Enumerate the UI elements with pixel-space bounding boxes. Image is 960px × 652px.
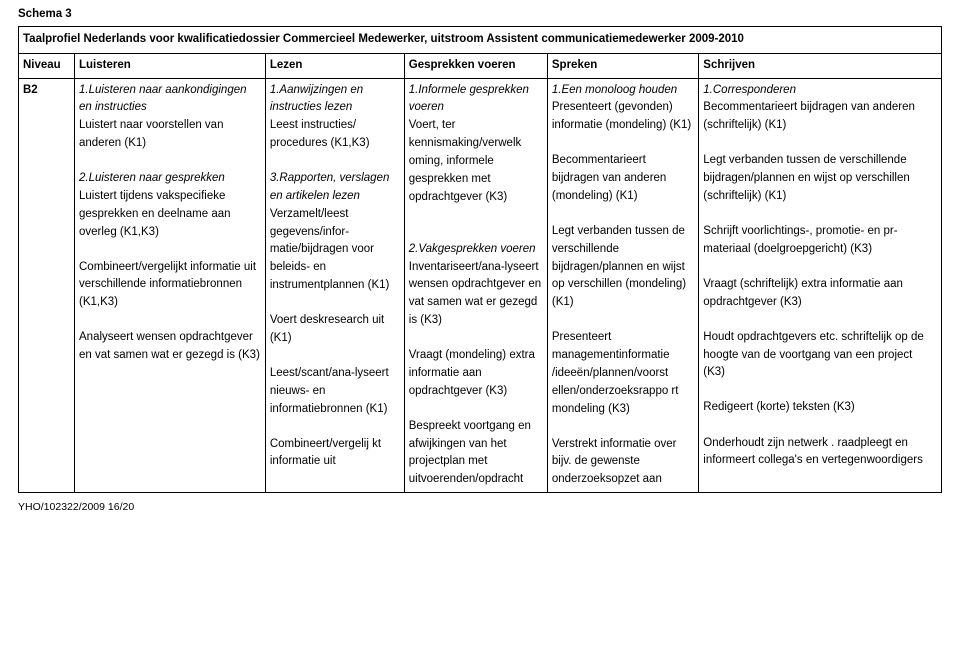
cell-gesprekken: 1.Informele gesprekken voeren Voert, ter… xyxy=(404,78,547,492)
luisteren-topic-2-body-3: Analyseert wensen opdrachtgever en vat s… xyxy=(79,329,261,365)
lezen-topic-3-body-4: Combineert/vergelij kt informatie uit xyxy=(270,436,400,472)
lezen-topic-1-title: 1.Aanwijzingen en instructies lezen xyxy=(270,82,400,118)
schrijven-topic-1-body-2: Legt verbanden tussen de verschillende b… xyxy=(703,152,937,205)
table-header-row: Niveau Luisteren Lezen Gesprekken voeren… xyxy=(19,53,942,78)
luisteren-topic-2-body-2: Combineert/vergelijkt informatie uit ver… xyxy=(79,259,261,312)
gesprekken-topic-2-body-2: Vraagt (mondeling) extra informatie aan … xyxy=(409,347,543,400)
luisteren-topic-2-body-1: Luistert tijdens vakspecifieke gesprekke… xyxy=(79,188,261,241)
cell-luisteren: 1.Luisteren naar aankondigingen en instr… xyxy=(75,78,266,492)
schema-title: Schema 3 xyxy=(18,8,942,20)
luisteren-topic-1-title: 1.Luisteren naar aankondigingen en instr… xyxy=(79,82,261,118)
lezen-topic-1-body: Leest instructies/ procedures (K1,K3) xyxy=(270,117,400,153)
cell-spreken: 1.Een monoloog houden Presenteert (gevon… xyxy=(547,78,698,492)
schrijven-topic-1-body-3: Schrijft voorlichtings-, promotie- en pr… xyxy=(703,223,937,259)
table-row: B2 1.Luisteren naar aankondigingen en in… xyxy=(19,78,942,492)
col-header-gesprekken: Gesprekken voeren xyxy=(404,53,547,78)
gesprekken-topic-2-body-3: Bespreekt voortgang en afwijkingen van h… xyxy=(409,418,543,489)
lezen-topic-3-body-1: Verzamelt/leest gegevens/infor-matie/bij… xyxy=(270,206,400,295)
luisteren-topic-2-title: 2.Luisteren naar gesprekken xyxy=(79,170,261,188)
gesprekken-topic-1-body: Voert, ter kennismaking/verwelk oming, i… xyxy=(409,117,543,206)
table-caption-row: Taalprofiel Nederlands voor kwalificatie… xyxy=(19,27,942,54)
table-caption: Taalprofiel Nederlands voor kwalificatie… xyxy=(19,27,942,54)
spreken-topic-1-body-4: Presenteert managementinformatie /ideeën… xyxy=(552,329,694,418)
lezen-topic-3-body-2: Voert deskresearch uit (K1) xyxy=(270,312,400,348)
schrijven-topic-1-body-7: Onderhoudt zijn netwerk . raadpleegt en … xyxy=(703,435,937,471)
lezen-topic-3-title: 3.Rapporten, verslagen en artikelen leze… xyxy=(270,170,400,206)
schrijven-topic-1-body-5: Houdt opdrachtgevers etc. schriftelijk o… xyxy=(703,329,937,382)
spreken-topic-1-body-5: Verstrekt informatie over bijv. de gewen… xyxy=(552,436,694,489)
col-header-luisteren: Luisteren xyxy=(75,53,266,78)
luisteren-topic-1-body: Luistert naar voorstellen van anderen (K… xyxy=(79,117,261,153)
cell-niveau: B2 xyxy=(19,78,75,492)
spreken-topic-1-body-3: Legt verbanden tussen de verschillende b… xyxy=(552,223,694,312)
schrijven-topic-1-body-6: Redigeert (korte) teksten (K3) xyxy=(703,399,937,417)
spreken-topic-1-body-1: Presenteert (gevonden) informatie (monde… xyxy=(552,99,694,135)
col-header-spreken: Spreken xyxy=(547,53,698,78)
gesprekken-topic-2-body-1: Inventariseert/ana-lyseert wensen opdrac… xyxy=(409,259,543,330)
schrijven-topic-1-body-4: Vraagt (schriftelijk) extra informatie a… xyxy=(703,276,937,312)
spreken-topic-1-body-2: Becommentarieert bijdragen van anderen (… xyxy=(552,152,694,205)
cell-schrijven: 1.Corresponderen Becommentarieert bijdra… xyxy=(699,78,942,492)
gesprekken-topic-2-title: 2.Vakgesprekken voeren xyxy=(409,241,543,259)
schrijven-topic-1-title: 1.Corresponderen xyxy=(703,82,937,100)
profile-table: Taalprofiel Nederlands voor kwalificatie… xyxy=(18,26,942,493)
col-header-niveau: Niveau xyxy=(19,53,75,78)
page: Schema 3 Taalprofiel Nederlands voor kwa… xyxy=(0,0,960,517)
col-header-schrijven: Schrijven xyxy=(699,53,942,78)
schrijven-topic-1-body-1: Becommentarieert bijdragen van anderen (… xyxy=(703,99,937,135)
col-header-lezen: Lezen xyxy=(265,53,404,78)
gesprekken-topic-1-title: 1.Informele gesprekken voeren xyxy=(409,82,543,118)
cell-lezen: 1.Aanwijzingen en instructies lezen Lees… xyxy=(265,78,404,492)
lezen-topic-3-body-3: Leest/scant/ana-lyseert nieuws- en infor… xyxy=(270,365,400,418)
spreken-topic-1-title: 1.Een monoloog houden xyxy=(552,82,694,100)
page-footer: YHO/102322/2009 16/20 xyxy=(18,501,942,513)
